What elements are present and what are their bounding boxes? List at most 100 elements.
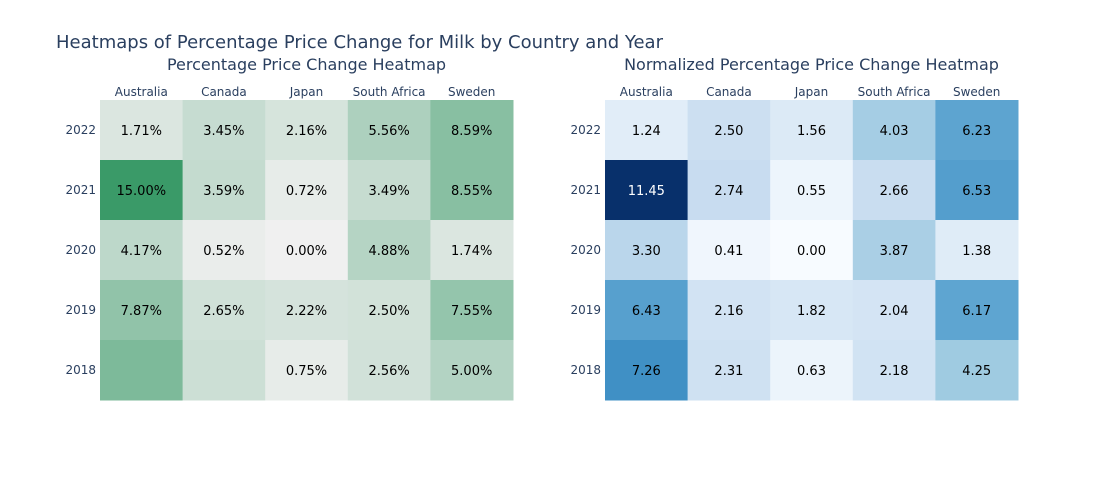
heatmap-1-cell-label: 2.16%: [286, 124, 327, 139]
heatmap-1-cell-label: 0.75%: [286, 364, 327, 379]
heatmap-1-cell: [430, 340, 514, 401]
heatmap-2-cell-label: 1.38: [962, 244, 991, 259]
heatmap-2-row-label: 2021: [570, 183, 601, 197]
heatmap-2-cell: [687, 220, 771, 281]
heatmap-1-cell: [347, 280, 431, 341]
heatmap-1-cell: [347, 100, 431, 161]
heatmap-2-cell: [770, 220, 854, 281]
heatmap-1-cell: [100, 220, 184, 281]
heatmap-1-row-label: 2019: [65, 303, 96, 317]
heatmap-2-cell: [770, 160, 854, 221]
heatmap-1-column-label: Australia: [115, 85, 168, 99]
heatmap-1-cell-label: 4.88%: [368, 244, 409, 259]
heatmap-1-row-label: 2020: [65, 243, 96, 257]
heatmap-2-cell-label: 3.30: [632, 244, 661, 259]
heatmap-2-cell-label: 2.74: [714, 184, 743, 199]
heatmap-1-cell-label: 3.59%: [203, 184, 244, 199]
heatmap-2-cell-label: 0.55: [797, 184, 826, 199]
heatmap-2-cell: [687, 340, 771, 401]
heatmap-2-cell: [935, 220, 1019, 281]
heatmap-1-cell: [182, 160, 266, 221]
heatmap-1-cell-label: 7.55%: [451, 304, 492, 319]
heatmap-2-cell: [605, 100, 689, 161]
heatmap-2-row-label: 2020: [570, 243, 601, 257]
heatmap-1-cell: [430, 100, 514, 161]
heatmap-1-cell-label: 3.45%: [203, 124, 244, 139]
heatmap-2-cell-label: 2.50: [714, 124, 743, 139]
heatmap-1-cell: [265, 160, 349, 221]
heatmap-2-cell: [852, 220, 936, 281]
heatmap-2-row-label: 2022: [570, 123, 601, 137]
heatmap-1-cell: [347, 220, 431, 281]
heatmap-2-cell-label: 2.16: [714, 304, 743, 319]
heatmap-2-cell: [852, 160, 936, 221]
heatmap-2-column-label: Australia: [620, 85, 673, 99]
heatmap-2-cell: [935, 100, 1019, 161]
heatmap-2-cell-label: 1.56: [797, 124, 826, 139]
heatmap-1-cell: [100, 100, 184, 161]
heatmap-2-cell-label: 3.87: [880, 244, 909, 259]
heatmap-2-cell: [687, 160, 771, 221]
heatmap-1-cell-label: 3.49%: [368, 184, 409, 199]
heatmap-1-cell-label: 1.74%: [451, 244, 492, 259]
heatmap-1-cell-label: 2.50%: [368, 304, 409, 319]
heatmap-2-cell-label: 6.43: [632, 304, 661, 319]
page-title: Heatmaps of Percentage Price Change for …: [56, 32, 663, 53]
heatmap-1-cell: [265, 340, 349, 401]
heatmap-1-column-label: Sweden: [448, 85, 495, 99]
heatmap-1-row-label: 2022: [65, 123, 96, 137]
heatmap-2-cell-label: 6.53: [962, 184, 991, 199]
heatmap-2-cell-label: 6.17: [962, 304, 991, 319]
heatmap-1-cell-label: 2.22%: [286, 304, 327, 319]
heatmap-2-cell: [852, 280, 936, 341]
heatmap-2-row-label: 2018: [570, 363, 601, 377]
heatmap-1-cell-label: 2.65%: [203, 304, 244, 319]
heatmap-1-cell-label: 5.56%: [368, 124, 409, 139]
heatmap-1-cell-label: 7.87%: [121, 304, 162, 319]
heatmap-2-cell: [935, 160, 1019, 221]
heatmap-1-cell: [347, 340, 431, 401]
heatmap-2-cell-label: 2.31: [714, 364, 743, 379]
heatmap-1-cell: [265, 100, 349, 161]
heatmap-1-cell-label: 0.72%: [286, 184, 327, 199]
heatmap-1-cell-label: 8.59%: [451, 124, 492, 139]
heatmap-2-cell: [852, 340, 936, 401]
heatmap-2-cell: [605, 280, 689, 341]
heatmap-1-cell-label: 0.00%: [286, 244, 327, 259]
heatmap-1-column-label: Canada: [201, 85, 247, 99]
heatmap-2-cell-label: 11.45: [628, 184, 665, 199]
heatmap-1-cell: [430, 220, 514, 281]
heatmap-2-cell-label: 2.18: [880, 364, 909, 379]
heatmap-1-cell-label: 2.56%: [368, 364, 409, 379]
heatmap-2-cell-label: 4.03: [880, 124, 909, 139]
heatmap-1-cell-label: 1.71%: [121, 124, 162, 139]
heatmap-2-cell-label: 2.04: [880, 304, 909, 319]
heatmap-2-cell-label: 4.25: [962, 364, 991, 379]
heatmap-1-row-label: 2018: [65, 363, 96, 377]
heatmap-2-cell-label: 1.24: [632, 124, 661, 139]
heatmap-1-column-label: South Africa: [353, 85, 426, 99]
heatmap-2-cell: [687, 280, 771, 341]
heatmap-1-cell: [182, 220, 266, 281]
heatmap-1-cell: [182, 340, 266, 401]
heatmap-2-cell-label: 0.63: [797, 364, 826, 379]
heatmap-1-cell-label: 5.00%: [451, 364, 492, 379]
heatmap-1-title: Percentage Price Change Heatmap: [166, 55, 447, 74]
heatmap-1-cell-label: 4.17%: [121, 244, 162, 259]
heatmap-1-cell: [100, 280, 184, 341]
heatmap-2-column-label: Japan: [794, 85, 828, 99]
heatmap-1-cell: [100, 160, 184, 221]
heatmap-2-cell-label: 1.82: [797, 304, 826, 319]
heatmap-2-cell: [852, 100, 936, 161]
heatmap-1-cell: [182, 100, 266, 161]
heatmap-1-cell: [182, 280, 266, 341]
heatmap-2-cell: [770, 340, 854, 401]
heatmap-2-cell-label: 0.00: [797, 244, 826, 259]
heatmap-2-cell-label: 6.23: [962, 124, 991, 139]
heatmap-2-column-label: Sweden: [953, 85, 1000, 99]
heatmap-1-cell-label: 15.00%: [117, 184, 167, 199]
heatmap-2-cell: [605, 160, 689, 221]
heatmap-2-column-label: South Africa: [858, 85, 931, 99]
heatmap-2-cell: [935, 340, 1019, 401]
